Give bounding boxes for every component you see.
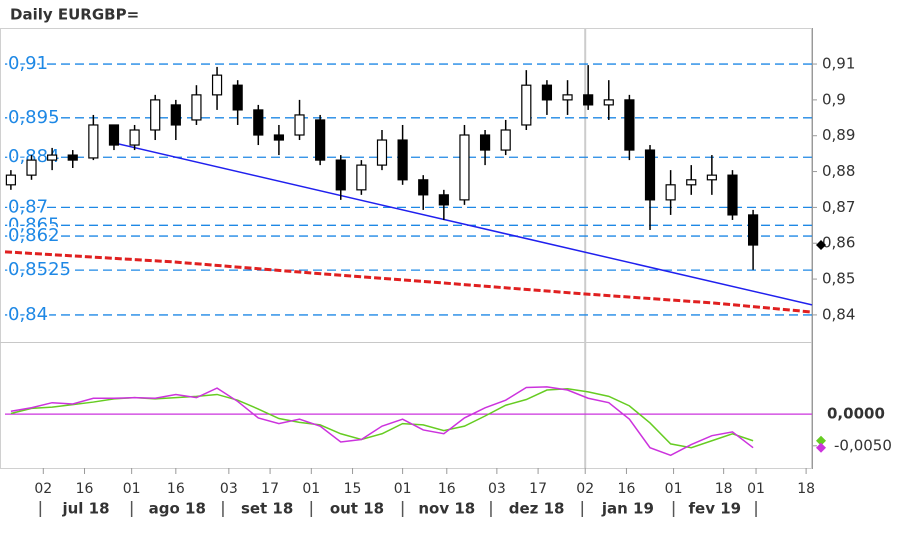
- candle-body: [170, 104, 181, 126]
- x-tick-label: 17: [529, 481, 547, 497]
- candle-body: [583, 94, 594, 106]
- candle-body: [562, 94, 573, 101]
- y-tick-label: 0,88: [822, 162, 855, 180]
- candle-body: [67, 154, 78, 161]
- x-tick-label: 16: [438, 481, 456, 497]
- x-group-label: out 18: [330, 500, 384, 518]
- y-tick-label: 0,85: [822, 270, 855, 288]
- candle-body: [747, 214, 759, 246]
- y-tick-label: 0,84: [822, 305, 855, 323]
- candle-body: [686, 179, 697, 186]
- trendline: [113, 142, 813, 306]
- level-label: 0,895: [8, 107, 60, 128]
- y-tick-label: 0,91: [822, 55, 855, 73]
- candle-body: [129, 129, 140, 146]
- x-group-label: set 18: [241, 500, 293, 518]
- candle-body: [315, 119, 326, 161]
- candle-body: [418, 179, 429, 196]
- candle-body: [356, 164, 367, 191]
- y-tick-label: 0,87: [822, 198, 855, 216]
- level-label: 0,865: [8, 214, 60, 235]
- candle-body: [727, 174, 738, 216]
- candle-body: [521, 84, 532, 126]
- x-tick-label: 18: [797, 481, 815, 497]
- candle-body: [26, 159, 37, 176]
- y-tick-label: 0,89: [822, 126, 855, 144]
- x-group-label: fev 19: [689, 500, 742, 518]
- y-tick-label: 0,0000: [827, 405, 885, 423]
- candle-body: [438, 194, 449, 206]
- candle-body: [603, 99, 614, 106]
- x-tick-label: 01: [302, 481, 320, 497]
- candle-body: [108, 124, 120, 146]
- candle-body: [335, 159, 346, 191]
- x-tick-label: 16: [76, 481, 94, 497]
- x-tick-label: 01: [123, 481, 141, 497]
- y-tick-label: 0,9: [822, 90, 846, 108]
- candle-body: [232, 84, 243, 111]
- candle-body: [47, 154, 58, 161]
- candle-body: [88, 124, 99, 159]
- candle-body: [665, 184, 676, 201]
- x-group-label: nov 18: [418, 500, 475, 518]
- candle-body: [273, 134, 285, 141]
- x-group-label: jan 19: [601, 500, 654, 518]
- x-tick-label: 18: [715, 481, 733, 497]
- candle-body: [706, 174, 717, 181]
- x-tick-label: 02: [576, 481, 594, 497]
- x-group-label: dez 18: [509, 500, 565, 518]
- moving-average: [4, 250, 813, 314]
- candle-body: [376, 139, 388, 166]
- x-tick-label: 03: [220, 481, 238, 497]
- x-group-label: ago 18: [149, 500, 206, 518]
- x-tick-label: 01: [394, 481, 412, 497]
- candle-body: [624, 99, 635, 151]
- last-value-marker: [816, 442, 826, 453]
- x-tick-label: 16: [618, 481, 636, 497]
- x-tick-label: 15: [344, 481, 362, 497]
- candle-body: [253, 109, 264, 136]
- x-tick-label: 01: [665, 481, 683, 497]
- y-tick-label: -0,0050: [834, 436, 892, 454]
- level-label: 0,91: [8, 53, 48, 74]
- y-tick-label: 0,86: [822, 234, 855, 252]
- chart-title: Daily EURGBP=: [10, 6, 139, 24]
- x-group-label: jul 18: [61, 500, 109, 518]
- last-value-marker: [816, 435, 826, 446]
- candle-body: [500, 129, 511, 151]
- candle-body: [397, 139, 408, 181]
- x-tick-label: 01: [747, 481, 765, 497]
- x-tick-label: 17: [261, 481, 279, 497]
- candle-body: [644, 149, 656, 201]
- candle-body: [150, 99, 161, 131]
- candle-body: [294, 114, 305, 136]
- indicator-line: [10, 386, 754, 457]
- level-label: 0,87: [8, 196, 48, 217]
- candle-body: [5, 174, 16, 186]
- x-tick-label: 03: [488, 481, 506, 497]
- candle-body: [459, 134, 470, 201]
- last-price-marker: [816, 240, 826, 251]
- candle-body: [211, 74, 223, 96]
- level-label: 0,862: [8, 225, 60, 246]
- level-label: 0,8525: [8, 259, 71, 280]
- x-tick-label: 02: [34, 481, 52, 497]
- level-label: 0,84: [8, 304, 48, 325]
- candle-body: [541, 84, 553, 101]
- candle-body: [479, 134, 491, 151]
- x-tick-label: 16: [167, 481, 185, 497]
- candle-body: [191, 94, 202, 121]
- plot-frame: [0, 28, 812, 469]
